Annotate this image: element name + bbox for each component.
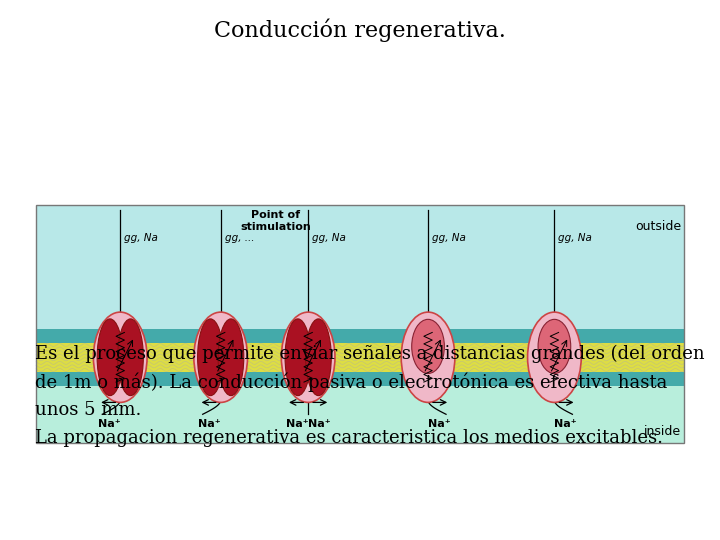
Ellipse shape: [538, 319, 571, 374]
Text: gg, Na: gg, Na: [312, 233, 346, 243]
Text: outside: outside: [635, 220, 681, 233]
Text: gg, Na: gg, Na: [125, 233, 158, 243]
Text: Es el proceso que permite enviar señales a distancias grandes (del orden: Es el proceso que permite enviar señales…: [35, 345, 705, 363]
Text: La propagacion regenerativa es caracteristica los medios excitables.: La propagacion regenerativa es caracteri…: [35, 429, 663, 447]
Bar: [36, 372, 684, 386]
Ellipse shape: [528, 312, 581, 402]
Bar: [36, 367, 684, 443]
Ellipse shape: [194, 312, 248, 402]
Bar: [36, 205, 684, 329]
Bar: [36, 205, 684, 443]
Ellipse shape: [305, 319, 331, 396]
Ellipse shape: [282, 312, 335, 402]
Text: Na⁺: Na⁺: [308, 419, 330, 429]
Ellipse shape: [285, 319, 311, 396]
Ellipse shape: [401, 312, 455, 402]
Bar: [36, 343, 684, 372]
Ellipse shape: [97, 319, 123, 396]
Text: Na⁺: Na⁺: [98, 419, 120, 429]
Text: Na⁺: Na⁺: [554, 419, 577, 429]
Text: Conducción regenerativa.: Conducción regenerativa.: [214, 18, 506, 42]
Text: Na⁺: Na⁺: [199, 419, 221, 429]
Ellipse shape: [117, 319, 143, 396]
Text: gg, ...: gg, ...: [225, 233, 254, 243]
Bar: [36, 329, 684, 343]
Text: gg, Na: gg, Na: [432, 233, 466, 243]
Text: de 1m o más). La conducción pasiva o electrotónica es efectiva hasta: de 1m o más). La conducción pasiva o ele…: [35, 373, 667, 393]
Text: gg, Na: gg, Na: [559, 233, 593, 243]
Text: unos 5 mm.: unos 5 mm.: [35, 401, 141, 419]
Ellipse shape: [412, 319, 444, 374]
Ellipse shape: [197, 319, 223, 396]
Ellipse shape: [94, 312, 147, 402]
Ellipse shape: [218, 319, 244, 396]
Text: Na⁺: Na⁺: [286, 419, 308, 429]
Text: Na⁺: Na⁺: [428, 419, 450, 429]
Text: inside: inside: [644, 425, 681, 438]
Text: Point of
stimulation: Point of stimulation: [240, 210, 311, 232]
